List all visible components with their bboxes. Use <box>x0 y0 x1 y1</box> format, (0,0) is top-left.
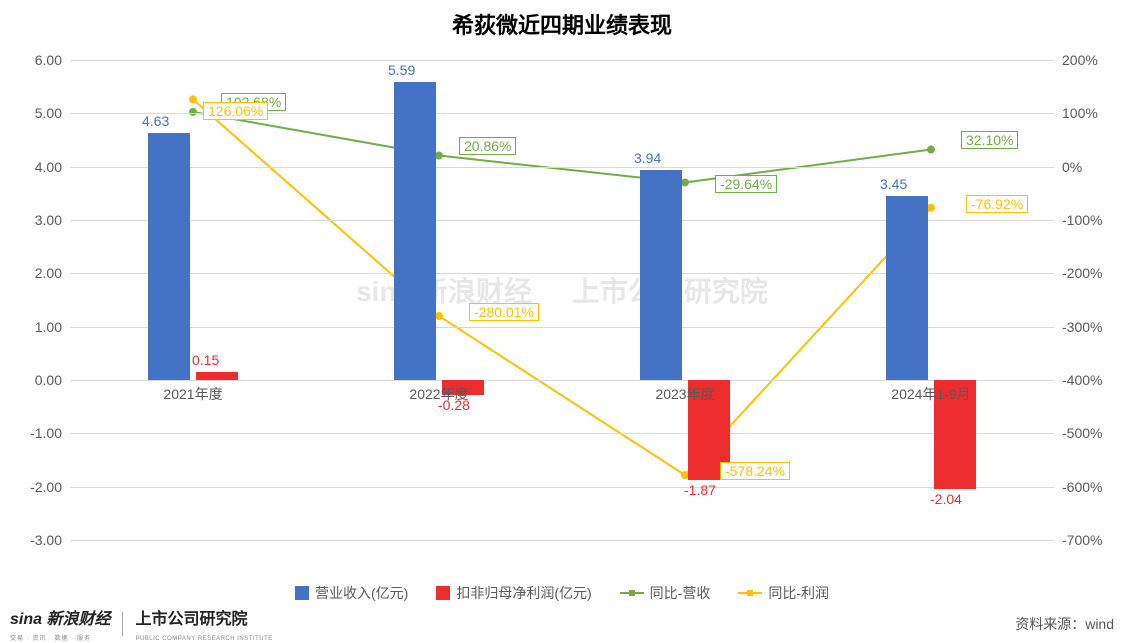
legend-swatch-revenue <box>295 586 309 600</box>
logo-inst-sub: PUBLIC COMPANY RESEARCH INSTITUTE <box>135 636 272 642</box>
value-label-profit: -1.87 <box>684 482 716 498</box>
legend-yoy-profit: 同比-利润 <box>738 583 829 603</box>
category-label: 2021年度 <box>133 384 253 404</box>
chart-title: 希荻微近四期业绩表现 <box>0 8 1124 40</box>
bar-revenue <box>394 82 436 380</box>
y1-tick-label: 1.00 <box>35 319 62 335</box>
logo-sina-text: sina 新浪财经 <box>10 611 110 628</box>
legend-yoy-revenue: 同比-营收 <box>620 583 711 603</box>
value-label-profit: -2.04 <box>930 491 962 507</box>
legend-label-yoy-revenue: 同比-营收 <box>650 583 711 603</box>
gridline <box>70 380 1054 381</box>
legend-revenue: 营业收入(亿元) <box>295 583 408 603</box>
legend-label-revenue: 营业收入(亿元) <box>315 583 408 603</box>
legend-swatch-profit <box>436 586 450 600</box>
chart-footer: sina 新浪财经 交易 · 资讯 · 数据 · 服务 上市公司研究院 PUBL… <box>0 607 1124 641</box>
y1-tick-label: -2.00 <box>30 479 62 495</box>
y2-tick-label: -500% <box>1062 425 1102 441</box>
legend-label-yoy-profit: 同比-利润 <box>768 583 829 603</box>
value-label-profit: 0.15 <box>192 352 219 368</box>
logo-sina-sub: 交易 · 资讯 · 数据 · 服务 <box>10 636 91 642</box>
watermark-left: sina 新浪财经 <box>356 270 532 310</box>
category-label: 2024年1-9月 <box>871 384 991 404</box>
y2-tick-label: 0% <box>1062 159 1082 175</box>
line-value-label: -578.24% <box>720 462 790 480</box>
logo-divider <box>122 612 123 636</box>
logo-sina: sina 新浪财经 交易 · 资讯 · 数据 · 服务 <box>10 605 110 643</box>
y1-tick-label: 2.00 <box>35 265 62 281</box>
bar-revenue <box>886 196 928 380</box>
category-label: 2022年度 <box>379 384 499 404</box>
category-label: 2023年度 <box>625 384 745 404</box>
chart-legend: 营业收入(亿元) 扣非归母净利润(亿元) 同比-营收 同比-利润 <box>0 583 1124 603</box>
legend-swatch-yoy-profit <box>738 592 762 594</box>
gridline <box>70 167 1054 168</box>
gridline <box>70 487 1054 488</box>
y1-tick-label: 3.00 <box>35 212 62 228</box>
source-label: 资料来源：wind <box>1015 614 1114 634</box>
line-value-label: -29.64% <box>715 175 777 193</box>
y1-tick-label: 6.00 <box>35 52 62 68</box>
y1-tick-label: -1.00 <box>30 425 62 441</box>
line-value-label: 32.10% <box>961 131 1018 149</box>
y2-tick-label: -700% <box>1062 532 1102 548</box>
line-value-label: 102.68% <box>221 93 286 111</box>
y1-tick-label: 5.00 <box>35 105 62 121</box>
y2-tick-label: -200% <box>1062 265 1102 281</box>
y2-tick-label: 200% <box>1062 52 1098 68</box>
line-value-label: -280.01% <box>469 303 539 321</box>
gridline <box>70 113 1054 114</box>
logo-institute: 上市公司研究院 PUBLIC COMPANY RESEARCH INSTITUT… <box>135 605 272 643</box>
line-value-label: -76.92% <box>966 195 1028 213</box>
y2-tick-label: -300% <box>1062 319 1102 335</box>
line-value-label: 20.86% <box>459 137 516 155</box>
legend-swatch-yoy-revenue <box>620 592 644 594</box>
y2-tick-label: -400% <box>1062 372 1102 388</box>
y2-tick-label: 100% <box>1062 105 1098 121</box>
y2-tick-label: -600% <box>1062 479 1102 495</box>
chart-container: 希荻微近四期业绩表现 sina 新浪财经 上市公司研究院 -3.00-2.00-… <box>0 0 1124 641</box>
y2-tick-label: -100% <box>1062 212 1102 228</box>
bar-profit <box>196 372 238 380</box>
gridline <box>70 60 1054 61</box>
footer-logos: sina 新浪财经 交易 · 资讯 · 数据 · 服务 上市公司研究院 PUBL… <box>10 605 273 643</box>
value-label-revenue: 3.94 <box>634 150 661 166</box>
legend-label-profit: 扣非归母净利润(亿元) <box>456 583 591 603</box>
y1-tick-label: 4.00 <box>35 159 62 175</box>
y1-tick-label: -3.00 <box>30 532 62 548</box>
legend-profit: 扣非归母净利润(亿元) <box>436 583 591 603</box>
line-value-label: 126.06% <box>203 102 268 120</box>
logo-inst-text: 上市公司研究院 <box>135 611 247 628</box>
bar-revenue <box>148 133 190 380</box>
y1-tick-label: 0.00 <box>35 372 62 388</box>
plot-area: sina 新浪财经 上市公司研究院 -3.00-2.00-1.000.001.0… <box>70 60 1054 540</box>
value-label-revenue: 4.63 <box>142 113 169 129</box>
value-label-revenue: 5.59 <box>388 62 415 78</box>
gridline <box>70 433 1054 434</box>
gridline <box>70 540 1054 541</box>
bar-revenue <box>640 170 682 380</box>
value-label-revenue: 3.45 <box>880 176 907 192</box>
